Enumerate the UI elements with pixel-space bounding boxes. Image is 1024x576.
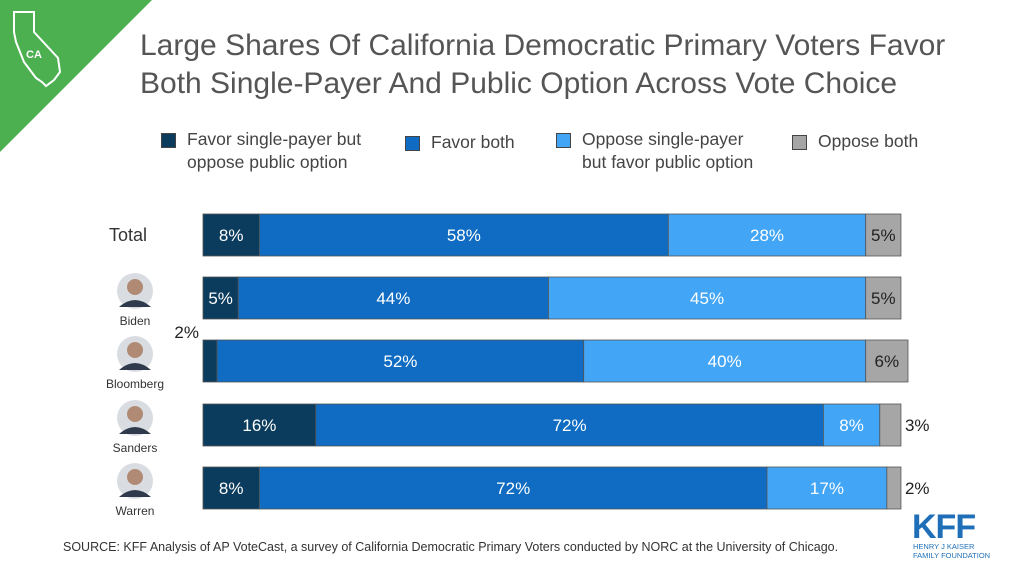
portrait-face-icon xyxy=(127,469,143,485)
legend-label: Favor single-payer but oppose public opti… xyxy=(187,129,362,172)
legend-item-public-option-only: Oppose single-payer but favor public opti… xyxy=(556,128,753,174)
legend-item-favor-both: Favor both xyxy=(405,131,515,154)
bar-total-series-3 xyxy=(667,213,867,257)
portrait-suit-icon xyxy=(119,490,151,497)
legend-swatch xyxy=(556,133,571,148)
bar-bloomberg-series-2 xyxy=(216,339,585,383)
bar-biden-series-2 xyxy=(237,276,549,320)
bar-bloomberg-series-4 xyxy=(865,339,909,383)
data-label-sanders-3: 8% xyxy=(839,416,864,435)
portrait-suit-icon xyxy=(119,363,151,370)
legend-label: Oppose single-payer but favor public opti… xyxy=(582,129,754,172)
bar-sanders-series-3 xyxy=(823,403,881,447)
data-label-biden-4: 5% xyxy=(871,289,896,308)
bar-bloomberg-series-1 xyxy=(202,339,218,383)
data-label-sanders-1: 16% xyxy=(242,416,276,435)
bar-total-series-4 xyxy=(865,213,902,257)
kff-logo-line2: FAMILY FOUNDATION xyxy=(913,551,990,560)
portrait-suit-icon xyxy=(119,300,151,307)
category-label-biden: Biden xyxy=(120,314,151,328)
bar-sanders-series-4 xyxy=(879,403,902,447)
bar-biden-series-4 xyxy=(865,276,902,320)
portrait-face-icon xyxy=(127,406,143,422)
bar-total-series-2 xyxy=(258,213,669,257)
corner-triangle xyxy=(0,0,152,152)
page-title: Large Shares Of California Democratic Pr… xyxy=(140,27,1020,103)
category-label-warren: Warren xyxy=(116,504,155,518)
data-label-bloomberg-4: 6% xyxy=(875,352,900,371)
bar-warren-series-4 xyxy=(886,466,902,510)
data-label-warren-4: 2% xyxy=(905,479,930,498)
bar-warren-series-3 xyxy=(766,466,888,510)
state-label: CA xyxy=(26,49,42,61)
legend-label: Oppose both xyxy=(818,131,919,151)
source-note: SOURCE: KFF Analysis of AP VoteCast, a s… xyxy=(63,540,839,554)
california-badge: CA xyxy=(0,0,152,152)
portrait-suit-icon xyxy=(119,427,151,434)
data-label-warren-1: 8% xyxy=(219,479,244,498)
bar-warren-series-2 xyxy=(258,466,768,510)
data-label-bloomberg-1: 2% xyxy=(174,323,199,342)
data-label-biden-1: 5% xyxy=(208,289,233,308)
data-label-warren-2: 72% xyxy=(496,479,530,498)
title-line-2: Both Single-Payer And Public Option Acro… xyxy=(140,67,898,100)
legend-item-single-payer-only: Favor single-payer but oppose public opti… xyxy=(161,128,361,174)
kff-logo: KFF HENRY J KAISER FAMILY FOUNDATION xyxy=(912,508,990,560)
legend-label: Favor both xyxy=(431,132,515,152)
bar-bloomberg-series-3 xyxy=(583,339,867,383)
data-label-bloomberg-3: 40% xyxy=(708,352,742,371)
bar-biden-series-3 xyxy=(548,276,867,320)
data-label-sanders-2: 72% xyxy=(553,416,587,435)
title-line-1: Large Shares Of California Democratic Pr… xyxy=(140,29,946,62)
bar-biden-series-1 xyxy=(202,276,239,320)
data-label-sanders-4: 3% xyxy=(905,416,930,435)
california-shape-icon xyxy=(13,11,62,88)
portrait-face-icon xyxy=(127,279,143,295)
category-label-sanders: Sanders xyxy=(113,441,158,455)
data-label-bloomberg-2: 52% xyxy=(383,352,417,371)
bar-warren-series-1 xyxy=(202,466,260,510)
portrait-face-icon xyxy=(127,342,143,358)
data-label-warren-3: 17% xyxy=(810,479,844,498)
bar-sanders-series-2 xyxy=(315,403,824,447)
data-label-biden-2: 44% xyxy=(376,289,410,308)
data-label-biden-3: 45% xyxy=(690,289,724,308)
bar-sanders-series-1 xyxy=(202,403,317,447)
legend-swatch xyxy=(161,133,176,148)
data-label-total-4: 5% xyxy=(871,226,896,245)
legend-swatch xyxy=(792,135,807,150)
data-label-total-2: 58% xyxy=(447,226,481,245)
data-label-total-3: 28% xyxy=(750,226,784,245)
bar-total-series-1 xyxy=(202,213,260,257)
data-label-total-1: 8% xyxy=(219,226,244,245)
kff-logo-line1: HENRY J KAISER xyxy=(913,542,975,551)
kff-logo-mark: KFF xyxy=(912,508,975,546)
legend-item-oppose-both: Oppose both xyxy=(792,130,918,153)
category-label-bloomberg: Bloomberg xyxy=(106,377,164,391)
legend-swatch xyxy=(405,136,420,151)
category-label-total: Total xyxy=(109,225,147,245)
